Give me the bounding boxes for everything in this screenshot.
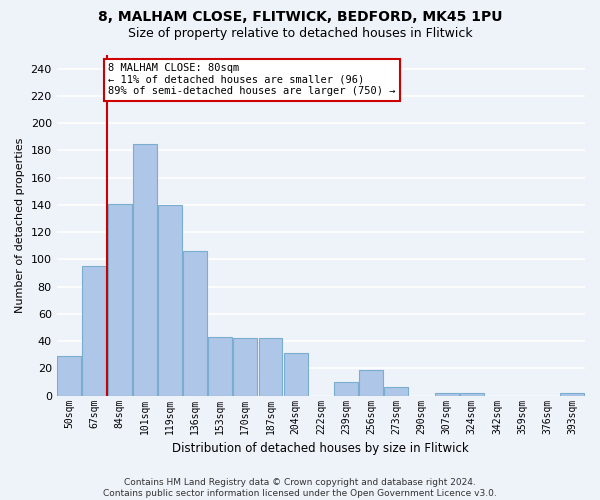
Bar: [385, 388, 408, 396]
Text: 8 MALHAM CLOSE: 80sqm
← 11% of detached houses are smaller (96)
89% of semi-deta: 8 MALHAM CLOSE: 80sqm ← 11% of detached …: [108, 63, 396, 96]
Bar: [158, 205, 182, 396]
Bar: [359, 370, 383, 396]
Text: Contains HM Land Registry data © Crown copyright and database right 2024.
Contai: Contains HM Land Registry data © Crown c…: [103, 478, 497, 498]
Bar: [334, 382, 358, 396]
Bar: [233, 338, 257, 396]
X-axis label: Distribution of detached houses by size in Flitwick: Distribution of detached houses by size …: [172, 442, 469, 455]
Bar: [82, 266, 106, 396]
Bar: [107, 204, 131, 396]
Bar: [208, 337, 232, 396]
Bar: [259, 338, 283, 396]
Bar: [284, 354, 308, 396]
Y-axis label: Number of detached properties: Number of detached properties: [15, 138, 25, 313]
Bar: [560, 393, 584, 396]
Bar: [434, 393, 458, 396]
Bar: [133, 144, 157, 396]
Text: Size of property relative to detached houses in Flitwick: Size of property relative to detached ho…: [128, 28, 472, 40]
Bar: [460, 393, 484, 396]
Bar: [57, 356, 81, 396]
Text: 8, MALHAM CLOSE, FLITWICK, BEDFORD, MK45 1PU: 8, MALHAM CLOSE, FLITWICK, BEDFORD, MK45…: [98, 10, 502, 24]
Bar: [183, 251, 207, 396]
